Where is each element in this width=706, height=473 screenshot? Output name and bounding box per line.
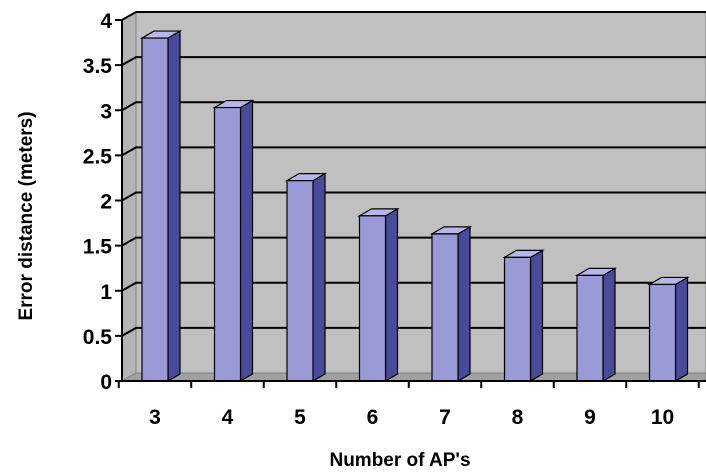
y-tick-label: 4 [100, 10, 112, 33]
gridline [121, 146, 706, 157]
bar-front [576, 274, 604, 382]
bar-front [213, 106, 242, 382]
x-axis-title: Number of AP's [329, 450, 470, 471]
gridline [121, 191, 706, 202]
x-tick-label: 9 [584, 406, 596, 429]
bar-side [674, 276, 689, 383]
y-tick-label: 1 [100, 281, 112, 304]
bars [139, 30, 690, 383]
bar-front [286, 180, 314, 382]
gridline [121, 56, 706, 66]
bar [502, 249, 545, 383]
gridline [121, 101, 706, 112]
x-tick-label: 4 [222, 406, 234, 429]
bar [647, 276, 690, 383]
y-tick-label: 2.5 [83, 145, 113, 168]
bar-side [457, 225, 471, 383]
gridline [121, 11, 706, 21]
x-tick-labels: 3 4 5 6 7 8 9 10 [149, 406, 674, 429]
bar-front [141, 37, 169, 382]
x-tick-label: 10 [651, 406, 674, 429]
bar-front [503, 256, 532, 382]
y-tick-label: 0.5 [83, 326, 113, 349]
axes [115, 19, 706, 388]
bar [139, 30, 183, 383]
bar [357, 207, 400, 383]
y-tick-labels: 0 0.5 1 1.5 2 2.5 3 3.5 4 [83, 10, 113, 394]
bar-side [312, 172, 326, 383]
bar-side [239, 99, 254, 383]
bar-side [602, 267, 616, 383]
y-tick-label: 1.5 [83, 236, 113, 259]
y-tick-label: 0 [100, 371, 112, 394]
bar-side [384, 207, 399, 383]
bar-side [529, 249, 544, 383]
bar-front [648, 283, 677, 382]
plot-wall [120, 11, 706, 382]
y-tick-label: 3 [100, 100, 112, 123]
bar-front [358, 215, 387, 382]
y-axis-title: Error distance (meters) [16, 111, 37, 320]
plot-back-wall [120, 11, 706, 382]
x-tick-label: 3 [149, 406, 161, 429]
bar-front [431, 233, 459, 382]
x-tick-label: 5 [294, 406, 306, 429]
bar [212, 99, 255, 383]
y-tick-label: 2 [100, 191, 112, 214]
x-tick-label: 8 [512, 406, 524, 429]
x-tick-label: 6 [367, 406, 379, 429]
gridline [121, 236, 706, 247]
y-tick-label: 3.5 [83, 55, 113, 78]
plot-floor [120, 372, 706, 382]
bar-side [167, 30, 181, 383]
x-tick-label: 7 [439, 406, 451, 429]
bar [284, 172, 328, 383]
bar [574, 267, 618, 383]
bar [429, 225, 473, 383]
